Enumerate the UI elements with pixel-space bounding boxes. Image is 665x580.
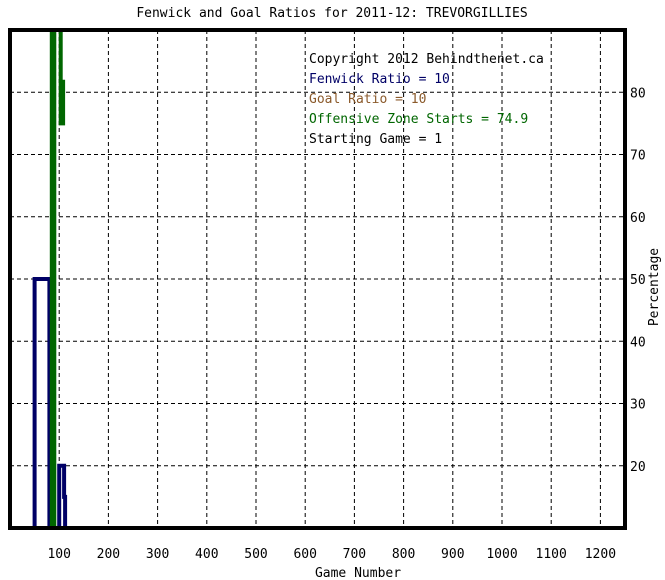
x-tick-label: 800	[392, 547, 415, 562]
y-tick-label: 70	[630, 149, 646, 164]
annotation-4: Offensive Zone Starts = 74.9	[309, 112, 528, 127]
y-tick-label: 80	[630, 86, 646, 101]
x-tick-label: 600	[293, 547, 316, 562]
x-tick-label: 900	[441, 547, 464, 562]
grid	[10, 30, 625, 528]
x-tick-label: 100	[47, 547, 70, 562]
x-axis-ticks: 100 200 300 400 500 600 700 800 900 1000 1100 1200	[47, 547, 616, 562]
x-tick-label: 1200	[585, 547, 616, 562]
annotation-5: Starting Game = 1	[309, 132, 442, 147]
y-tick-label: 40	[630, 335, 646, 350]
x-axis-label: Game Number	[315, 566, 401, 580]
x-tick-label: 1000	[486, 547, 517, 562]
annotation-3: Goal Ratio = 10	[309, 92, 426, 107]
y-tick-label: 60	[630, 211, 646, 226]
y-tick-label: 20	[630, 460, 646, 475]
x-tick-label: 700	[343, 547, 366, 562]
plot-frame	[8, 28, 627, 530]
x-tick-label: 300	[146, 547, 169, 562]
y-axis-label: Percentage	[647, 248, 662, 326]
annotation-2: Fenwick Ratio = 10	[309, 72, 450, 87]
series-line-3	[58, 30, 66, 126]
series-line-1	[32, 277, 68, 530]
x-tick-label: 400	[195, 547, 218, 562]
x-tick-label: 1100	[536, 547, 567, 562]
y-axis-ticks: 20 30 40 50 60 70 80	[630, 86, 646, 475]
legend-annotations: Copyright 2012 Behindthenet.ca Fenwick Ra…	[309, 52, 544, 147]
x-tick-label: 500	[244, 547, 267, 562]
y-tick-label: 50	[630, 273, 646, 288]
x-tick-label: 200	[97, 547, 120, 562]
annotation-1: Copyright 2012 Behindthenet.ca	[309, 52, 544, 67]
series-line-2	[49, 28, 57, 528]
chart-title: Fenwick and Goal Ratios for 2011-12: TRE…	[136, 6, 527, 21]
y-tick-label: 30	[630, 398, 646, 413]
